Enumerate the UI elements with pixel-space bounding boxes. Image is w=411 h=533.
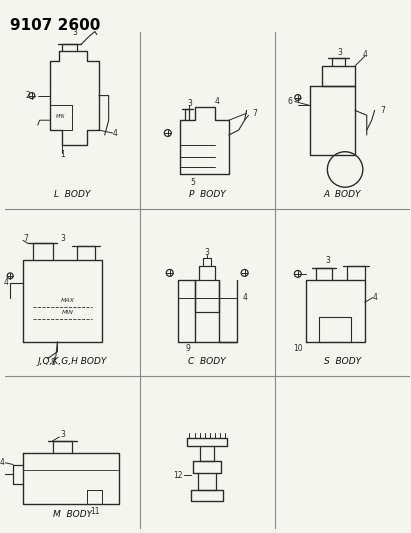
Text: 3: 3 — [73, 28, 78, 37]
Text: 6: 6 — [287, 97, 292, 106]
Text: 11: 11 — [90, 507, 99, 516]
Text: 7: 7 — [23, 234, 28, 243]
Text: MAX: MAX — [60, 298, 74, 303]
Text: 4: 4 — [242, 293, 247, 302]
Text: C  BODY: C BODY — [188, 358, 226, 367]
Text: M  BODY: M BODY — [53, 510, 92, 519]
Text: P  BODY: P BODY — [189, 190, 226, 199]
Text: 4: 4 — [215, 97, 219, 106]
Text: 9107 2600: 9107 2600 — [9, 18, 100, 33]
Text: 9: 9 — [185, 344, 190, 353]
Text: 10: 10 — [293, 344, 302, 353]
Text: L  BODY: L BODY — [54, 190, 90, 199]
Text: 4: 4 — [372, 293, 377, 302]
Text: S  BODY: S BODY — [323, 358, 361, 367]
Text: 4: 4 — [0, 458, 5, 467]
Text: 3: 3 — [187, 99, 192, 108]
Text: 12: 12 — [173, 471, 182, 480]
Text: A  BODY: A BODY — [323, 190, 361, 199]
Text: 5: 5 — [190, 178, 195, 187]
Text: 4: 4 — [363, 50, 367, 59]
Text: 3: 3 — [338, 48, 343, 56]
Text: 3: 3 — [60, 234, 65, 243]
Text: 7: 7 — [380, 106, 385, 115]
Text: MIN: MIN — [61, 310, 73, 316]
Text: 8: 8 — [50, 358, 55, 367]
Text: MIN: MIN — [56, 114, 65, 119]
Text: 3: 3 — [60, 431, 65, 439]
Text: 3: 3 — [205, 248, 210, 257]
Text: 1: 1 — [60, 150, 65, 159]
Text: 4: 4 — [112, 128, 117, 138]
Text: 7: 7 — [252, 109, 257, 118]
Text: 2: 2 — [25, 91, 30, 100]
Text: 3: 3 — [325, 256, 330, 264]
Text: 4: 4 — [4, 278, 9, 287]
Text: J,Q,K,G,H BODY: J,Q,K,G,H BODY — [37, 358, 107, 367]
